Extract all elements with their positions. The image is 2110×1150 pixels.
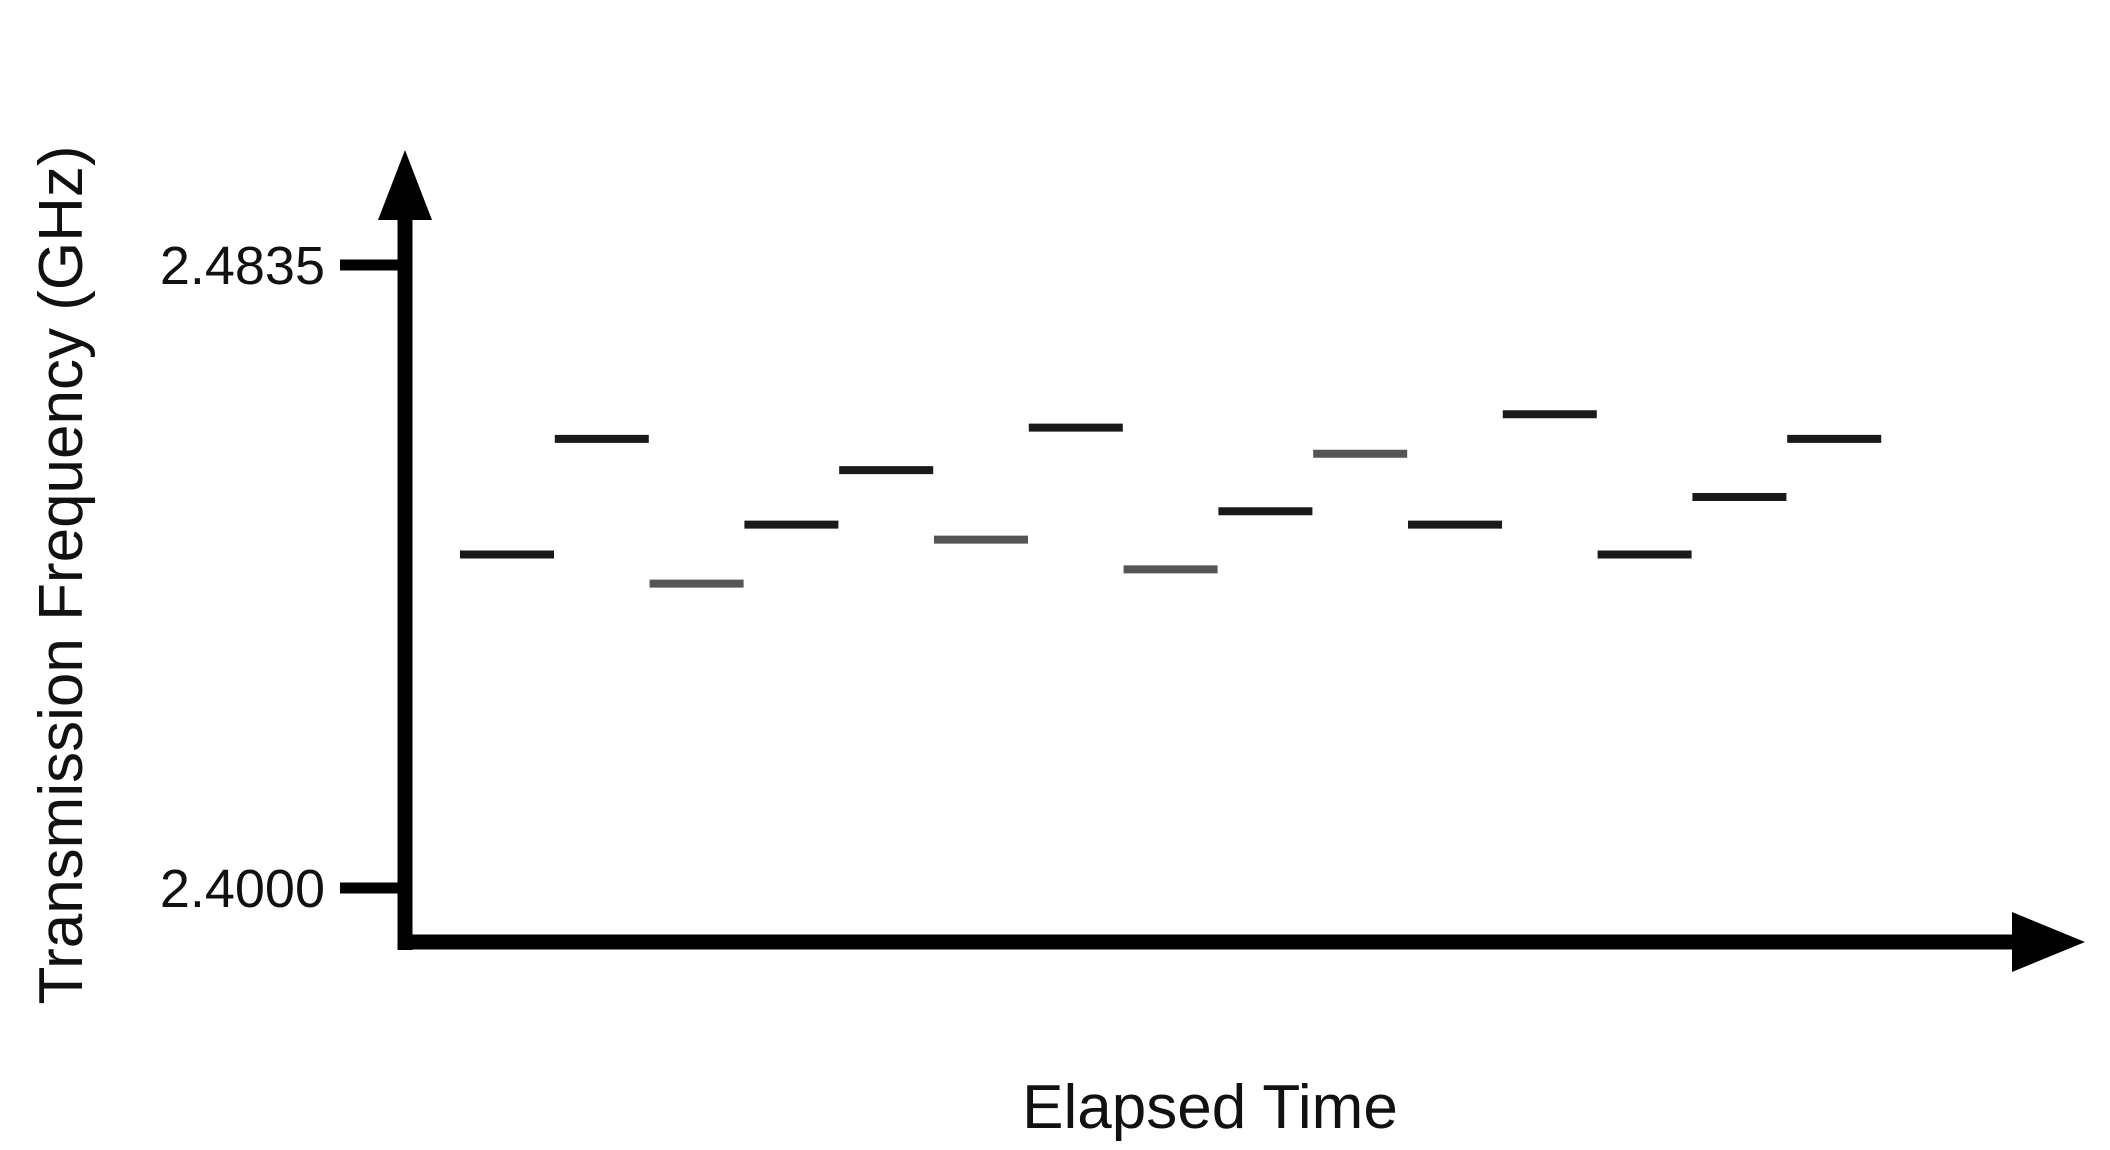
x-axis-label: Elapsed Time	[1022, 1073, 1398, 1142]
y-axis-arrow	[378, 150, 432, 220]
y-tick-label-top: 2.4835	[160, 236, 325, 296]
x-axis-arrow	[2012, 912, 2085, 972]
y-tick-label-bottom: 2.4000	[160, 859, 325, 919]
y-axis-label: Transmission Frequency (GHz)	[27, 145, 96, 1004]
hop-segments	[460, 410, 1882, 588]
